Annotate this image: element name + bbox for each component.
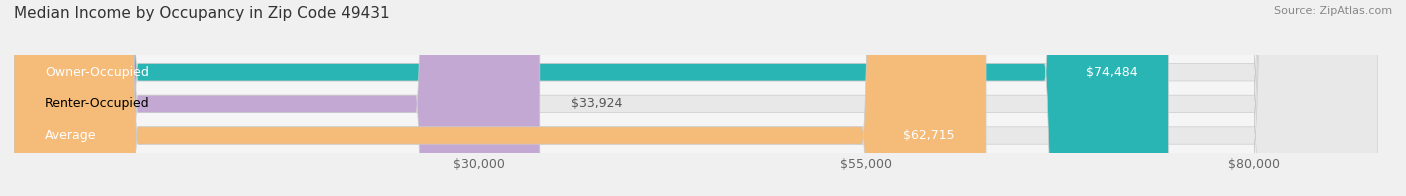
Text: Median Income by Occupancy in Zip Code 49431: Median Income by Occupancy in Zip Code 4…	[14, 6, 389, 21]
Text: Renter-Occupied: Renter-Occupied	[45, 97, 149, 110]
Text: $74,484: $74,484	[1085, 66, 1137, 79]
FancyBboxPatch shape	[14, 0, 540, 196]
Text: $33,924: $33,924	[571, 97, 623, 110]
Text: $62,715: $62,715	[904, 129, 955, 142]
Text: Source: ZipAtlas.com: Source: ZipAtlas.com	[1274, 6, 1392, 16]
FancyBboxPatch shape	[14, 0, 1378, 196]
Text: Average: Average	[45, 129, 97, 142]
FancyBboxPatch shape	[14, 0, 1378, 196]
FancyBboxPatch shape	[14, 0, 1168, 196]
FancyBboxPatch shape	[14, 0, 1378, 196]
FancyBboxPatch shape	[14, 0, 986, 196]
Text: Owner-Occupied: Owner-Occupied	[45, 66, 149, 79]
